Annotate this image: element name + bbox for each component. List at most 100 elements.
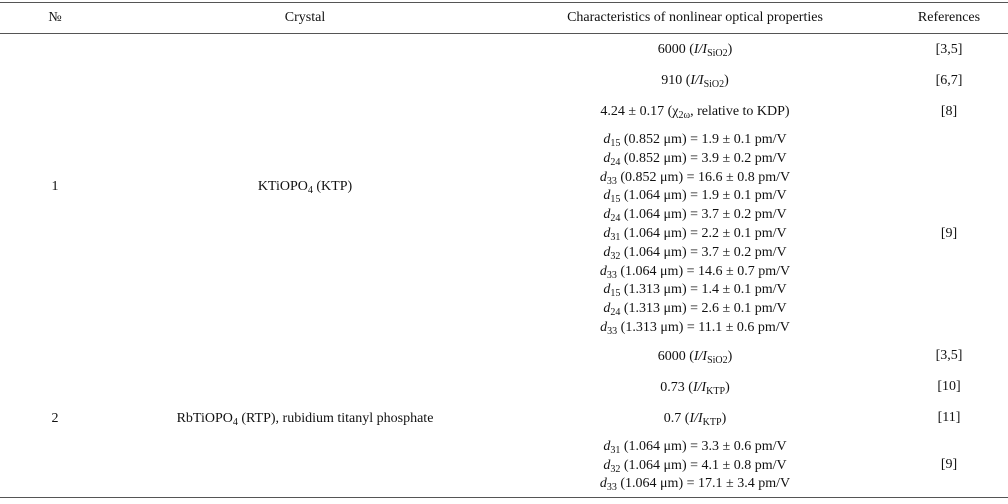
- property-line: 4.24 ± 0.17 (χ2ω, relative to KDP): [500, 96, 890, 127]
- row-number: 1: [51, 179, 59, 195]
- text-run: I/I: [693, 42, 708, 57]
- text-run: ): [727, 42, 733, 57]
- property-line: d33 (0.852 μm) = 16.6 ± 0.8 pm/V: [500, 169, 890, 188]
- text-run: SiO2: [703, 79, 725, 90]
- text-run: d: [603, 457, 611, 473]
- property-cell: 6000 (I/ISiO2): [500, 34, 890, 66]
- text-run: (1.064 μm) = 4.1 ± 0.8 pm/V: [620, 457, 787, 473]
- text-run: d: [599, 476, 607, 492]
- text-run: d: [603, 301, 611, 317]
- reference-cell: [9]: [940, 225, 958, 241]
- text-run: SiO2: [707, 354, 728, 366]
- property-line: 0.7 (I/IKTP): [500, 403, 890, 434]
- text-run: d: [603, 225, 611, 241]
- text-run: d: [603, 282, 611, 298]
- property-line: d33 (1.064 μm) = 17.1 ± 3.4 pm/V: [500, 475, 890, 494]
- text-run: 0.7 (: [663, 410, 690, 426]
- property-cell: 0.7 (I/IKTP): [500, 403, 890, 434]
- table-row: d15 (0.852 μm) = 1.9 ± 0.1 pm/V d24 (0.85…: [0, 127, 1008, 341]
- text-run: (1.313 μm) = 2.6 ± 0.1 pm/V: [620, 301, 787, 317]
- text-run: (1.064 μm) = 1.9 ± 0.1 pm/V: [620, 188, 787, 204]
- row-number: 2: [51, 410, 59, 426]
- text-run: I/I: [692, 379, 707, 395]
- property-cell: 910 (I/ISiO2): [500, 65, 890, 96]
- property-line: d24 (1.064 μm) = 3.7 ± 0.2 pm/V: [500, 206, 890, 225]
- property-line: d31 (1.064 μm) = 3.3 ± 0.6 pm/V: [500, 438, 890, 457]
- property-line: 0.73 (I/IKTP): [500, 372, 890, 403]
- property-cell: 4.24 ± 0.17 (χ2ω, relative to KDP): [500, 96, 890, 127]
- text-run: 32: [610, 463, 621, 475]
- text-run: d: [603, 132, 611, 147]
- text-run: (1.313 μm) = 1.4 ± 0.1 pm/V: [620, 282, 787, 298]
- text-run: (1.064 μm) = 3.7 ± 0.2 pm/V: [620, 207, 787, 223]
- table-row: 910 (I/ISiO2) [6,7]: [0, 65, 1008, 96]
- text-run: ): [721, 410, 727, 426]
- property-line: d15 (1.313 μm) = 1.4 ± 0.1 pm/V: [500, 281, 890, 300]
- text-run: 24: [610, 213, 621, 225]
- text-run: (1.064 μm) = 17.1 ± 3.4 pm/V: [616, 476, 791, 492]
- text-run: ): [727, 348, 733, 364]
- reference-cell: [3,5]: [935, 41, 963, 57]
- text-run: (RTP), rubidium titanyl phosphate: [237, 410, 434, 426]
- text-run: d: [600, 319, 608, 335]
- property-line: d24 (1.313 μm) = 2.6 ± 0.1 pm/V: [500, 300, 890, 319]
- property-line: d33 (1.313 μm) = 11.1 ± 0.6 pm/V: [500, 319, 890, 338]
- text-run: 0.73 (: [660, 379, 693, 395]
- text-run: 24: [610, 156, 621, 168]
- text-run: 33: [606, 269, 617, 281]
- text-run: 33: [607, 325, 618, 337]
- text-run: 6000 (: [657, 42, 694, 57]
- text-run: 33: [606, 482, 617, 494]
- table-row: 0.73 (I/IKTP) [10]: [0, 372, 1008, 403]
- text-run: 4: [232, 416, 238, 428]
- text-run: 24: [610, 307, 621, 319]
- property-line: 6000 (I/ISiO2): [500, 341, 890, 372]
- text-run: (1.064 μm) = 2.2 ± 0.1 pm/V: [620, 225, 787, 241]
- crystal-cell: KTiOPO4 (KTP): [110, 34, 500, 341]
- reference-cell: [3,5]: [935, 348, 963, 364]
- table-header: № Crystal Characteristics of nonlinear o…: [0, 2, 1008, 34]
- text-run: d: [603, 244, 611, 260]
- text-run: 2ω: [678, 110, 691, 121]
- property-line: d32 (1.064 μm) = 3.7 ± 0.2 pm/V: [500, 244, 890, 263]
- text-run: 6000 (: [657, 348, 694, 364]
- table-row: 0.7 (I/IKTP) [11]: [0, 403, 1008, 434]
- text-run: RbTiOPO: [176, 410, 233, 426]
- property-line: d15 (0.852 μm) = 1.9 ± 0.1 pm/V: [500, 131, 890, 150]
- property-line: d32 (1.064 μm) = 4.1 ± 0.8 pm/V: [500, 457, 890, 476]
- text-run: d: [603, 438, 611, 454]
- table-row: 2 RbTiOPO4 (RTP), rubidium titanyl phosph…: [0, 341, 1008, 427]
- text-run: KTiOPO: [257, 179, 308, 195]
- text-run: I/I: [690, 73, 704, 88]
- text-run: (0.852 μm) = 1.9 ± 0.1 pm/V: [620, 132, 787, 147]
- header-row: № Crystal Characteristics of nonlinear o…: [0, 2, 1008, 34]
- header-cell: Crystal: [110, 2, 500, 34]
- text-run: d: [599, 169, 607, 185]
- text-run: d: [599, 263, 607, 279]
- property-line: d15 (1.064 μm) = 1.9 ± 0.1 pm/V: [500, 187, 890, 206]
- text-run: 31: [610, 231, 621, 243]
- header-cell: References: [890, 2, 1008, 34]
- text-run: (1.313 μm) = 11.1 ± 0.6 pm/V: [617, 319, 790, 335]
- reference-cell: [10]: [937, 379, 961, 395]
- text-run: , relative to KDP): [690, 104, 790, 119]
- text-run: (KTP): [312, 179, 353, 195]
- property-cell: 0.73 (I/IKTP): [500, 372, 890, 403]
- text-run: KTP: [706, 385, 726, 397]
- reference-cell: [11]: [937, 410, 961, 426]
- text-run: 15: [610, 194, 621, 206]
- text-run: (1.064 μm) = 3.3 ± 0.6 pm/V: [620, 438, 787, 454]
- property-line: d24 (0.852 μm) = 3.9 ± 0.2 pm/V: [500, 150, 890, 169]
- table-row: 4.24 ± 0.17 (χ2ω, relative to KDP) [8]: [0, 96, 1008, 127]
- text-run: I/I: [689, 410, 703, 426]
- text-run: ): [724, 73, 729, 88]
- property-cell: d31 (1.064 μm) = 3.3 ± 0.6 pm/V d32 (1.06…: [500, 434, 890, 498]
- text-run: SiO2: [707, 48, 728, 59]
- text-run: KTP: [702, 416, 722, 428]
- text-run: 4: [307, 185, 313, 197]
- property-cell: d15 (0.852 μm) = 1.9 ± 0.1 pm/V d24 (0.85…: [500, 127, 890, 341]
- table-body: 1 KTiOPO4 (KTP) 6000 (I/ISiO2) [3,5] 910 (I/…: [0, 34, 1008, 498]
- text-run: ): [725, 379, 730, 395]
